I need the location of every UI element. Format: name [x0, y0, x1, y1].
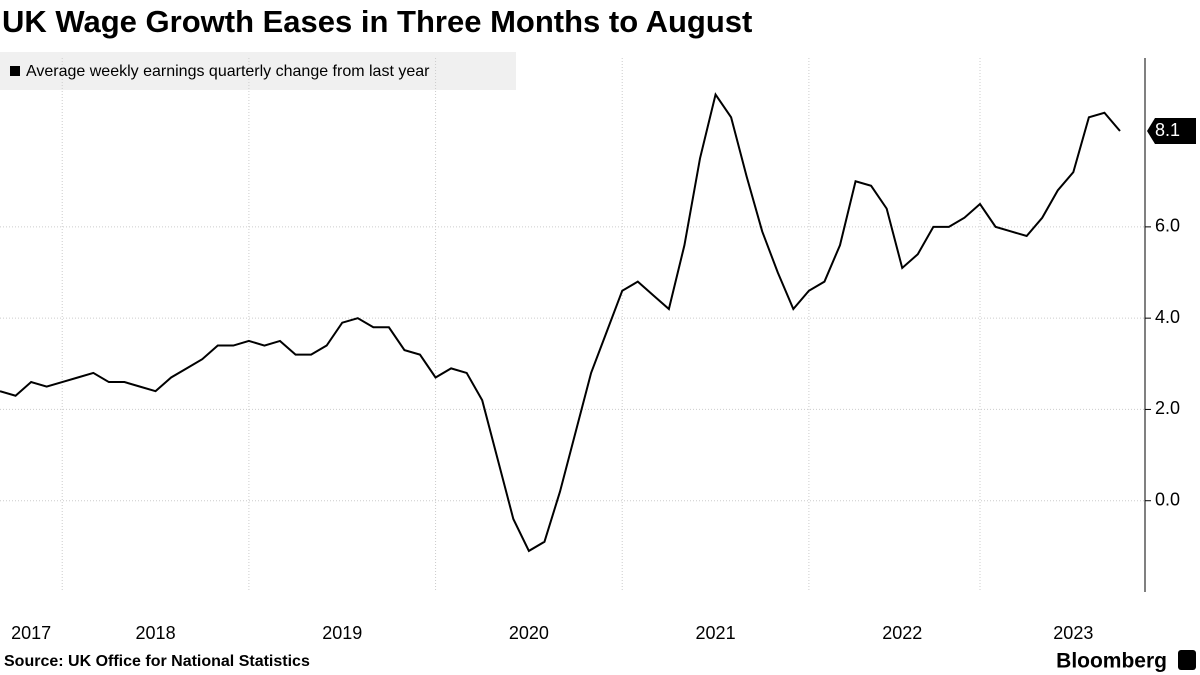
last-value-box — [1147, 118, 1196, 145]
y-tick-label: 0.0 — [1155, 489, 1180, 509]
y-tick-label: 2.0 — [1155, 398, 1180, 418]
chart-title: UK Wage Growth Eases in Three Months to … — [2, 4, 752, 39]
series-line — [0, 92, 1121, 553]
brand: Bloomberg — [1056, 650, 1167, 673]
y-tick-label: 6.0 — [1155, 216, 1180, 236]
x-tick-label: 2017 — [11, 623, 51, 643]
y-tick-label: 4.0 — [1155, 307, 1180, 327]
x-tick-label: 2018 — [136, 623, 176, 643]
legend-swatch — [10, 66, 20, 76]
x-tick-label: 2022 — [882, 623, 922, 643]
x-tick-label: 2021 — [696, 623, 736, 643]
brand-icon — [1178, 650, 1196, 670]
legend-label: Average weekly earnings quarterly change… — [26, 63, 430, 80]
x-tick-label: 2019 — [322, 623, 362, 643]
source: Source: UK Office for National Statistic… — [4, 653, 310, 670]
x-tick-label: 2023 — [1053, 623, 1093, 643]
x-tick-label: 2020 — [509, 623, 549, 643]
last-value-label: 8.1 — [1155, 120, 1180, 140]
legend-box — [0, 52, 516, 90]
